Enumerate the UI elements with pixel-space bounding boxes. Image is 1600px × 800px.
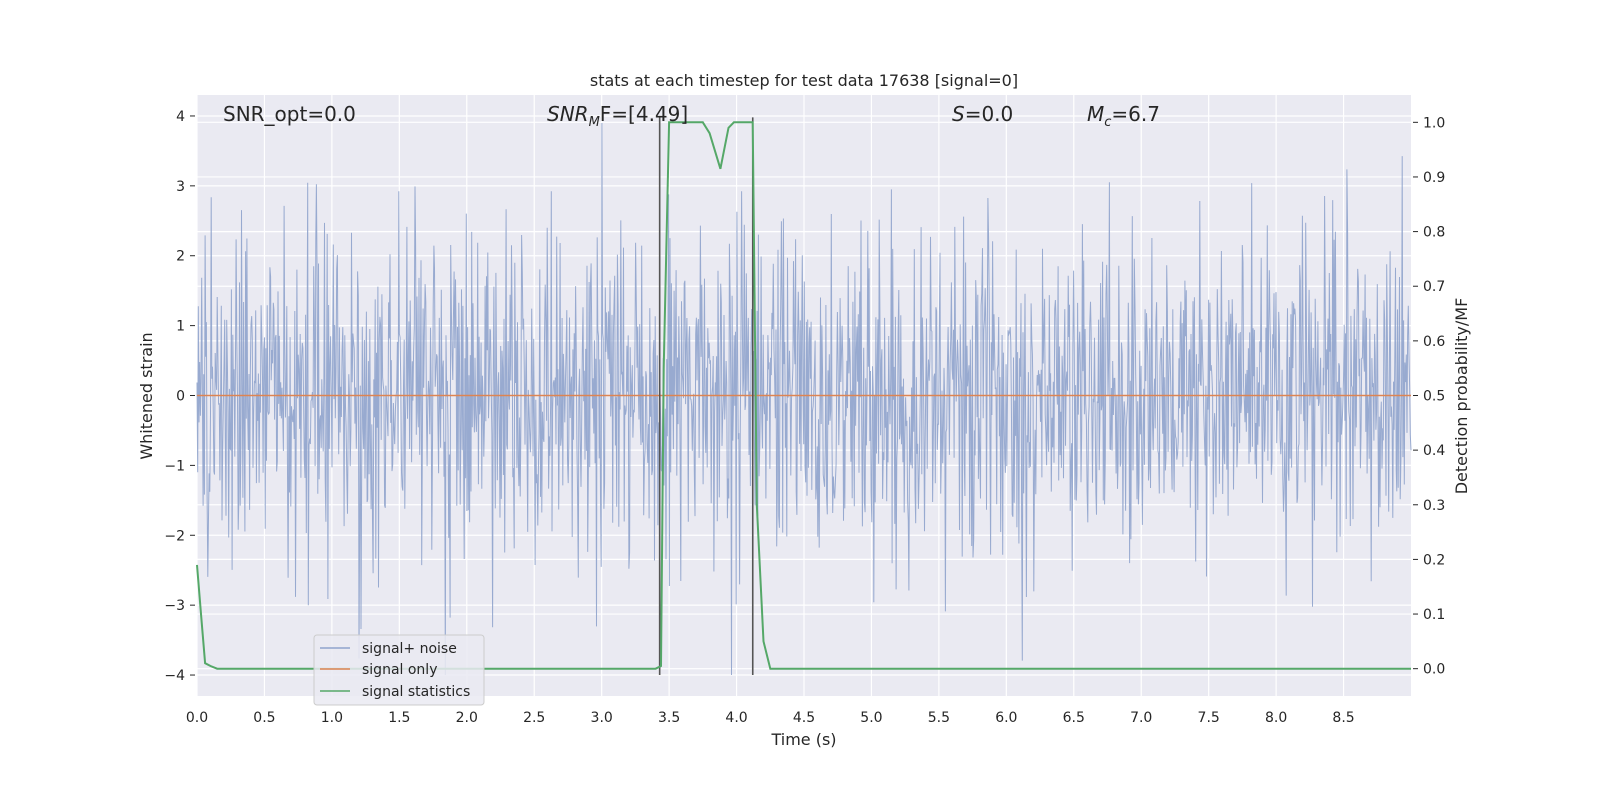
y2-tick-label: 0.1 — [1423, 607, 1445, 623]
x-tick-labels: 0.0 0.5 1.0 1.5 2.0 2.5 3.0 3.5 4.0 4.5 5.0 5.5 6.0 6… — [186, 710, 1355, 726]
x-axis-label: Time (s) — [770, 730, 836, 749]
x-tick-label: 6.0 — [995, 710, 1017, 726]
y-tick-label: −1 — [164, 458, 185, 474]
y2-tick-label: 0.9 — [1423, 170, 1445, 186]
y-tick-label: 0 — [176, 389, 185, 405]
x-tick-label: 1.5 — [388, 710, 410, 726]
y2-tick-label: 0.4 — [1423, 443, 1445, 459]
chart-title: stats at each timestep for test data 176… — [590, 71, 1018, 90]
y2-tick-label: 0.2 — [1423, 552, 1445, 568]
y2-tick-label: 0.6 — [1423, 334, 1445, 350]
x-tick-label: 1.0 — [321, 710, 343, 726]
x-tick-label: 2.5 — [523, 710, 545, 726]
y-tick-label: −2 — [164, 528, 185, 544]
annotation-mc: Mc=6.7 — [1087, 102, 1160, 130]
series-signal-noise — [196, 122, 1412, 676]
y-axis-label: Whitened strain — [137, 332, 156, 459]
y-tick-label: −4 — [164, 668, 185, 684]
y2-tick-label: 0.3 — [1423, 498, 1445, 514]
x-tick-label: 2.0 — [456, 710, 478, 726]
x-tick-label: 6.5 — [1063, 710, 1085, 726]
y-tick-label: −3 — [164, 598, 185, 614]
noise-trace — [196, 122, 1412, 676]
y-tick-labels: 4 3 2 1 0 −1 −2 −3 −4 — [164, 109, 195, 684]
x-tick-label: 8.0 — [1265, 710, 1287, 726]
x-tick-label: 3.5 — [658, 710, 680, 726]
y-tick-label: 1 — [176, 319, 185, 335]
annotation-snr-mf: SNRMF=[4.49] — [547, 102, 688, 130]
legend-frame — [313, 634, 485, 706]
y2-tick-labels: 1.0 0.9 0.8 0.7 0.6 0.5 0.4 0.3 0.2 0.1 0.0 — [1413, 115, 1445, 678]
y-tick-label: 4 — [176, 109, 185, 125]
x-tick-label: 7.0 — [1130, 710, 1152, 726]
y2-tick-label: 1.0 — [1423, 115, 1445, 131]
x-tick-label: 8.5 — [1332, 710, 1354, 726]
x-tick-label: 0.0 — [186, 710, 208, 726]
legend: signal+ noise signal only signal statist… — [313, 634, 485, 706]
series-signal-statistics — [196, 121, 1411, 670]
x-tick-label: 5.0 — [860, 710, 882, 726]
legend-label-signal-only: signal only — [362, 662, 437, 678]
x-tick-label: 3.0 — [591, 710, 613, 726]
x-tick-label: 7.5 — [1198, 710, 1220, 726]
y-tick-label: 2 — [176, 249, 185, 265]
x-tick-label: 4.0 — [725, 710, 747, 726]
signal-statistics-line — [196, 121, 1411, 670]
x-tick-label: 5.5 — [928, 710, 950, 726]
x-tick-label: 0.5 — [253, 710, 275, 726]
y2-axis-label: Detection probability/MF — [1452, 298, 1471, 495]
y2-tick-label: 0.8 — [1423, 225, 1445, 241]
y2-tick-label: 0.0 — [1423, 662, 1445, 678]
legend-label-signal-noise: signal+ noise — [362, 641, 457, 657]
y2-tick-label: 0.5 — [1423, 389, 1445, 405]
annotation-snr-opt: SNR_opt=0.0 — [223, 102, 356, 126]
x-tick-label: 4.5 — [793, 710, 815, 726]
y2-tick-label: 0.7 — [1423, 279, 1445, 295]
annotation-s: S=0.0 — [952, 102, 1013, 126]
legend-label-signal-statistics: signal statistics — [362, 684, 470, 700]
y-tick-label: 3 — [176, 179, 185, 195]
